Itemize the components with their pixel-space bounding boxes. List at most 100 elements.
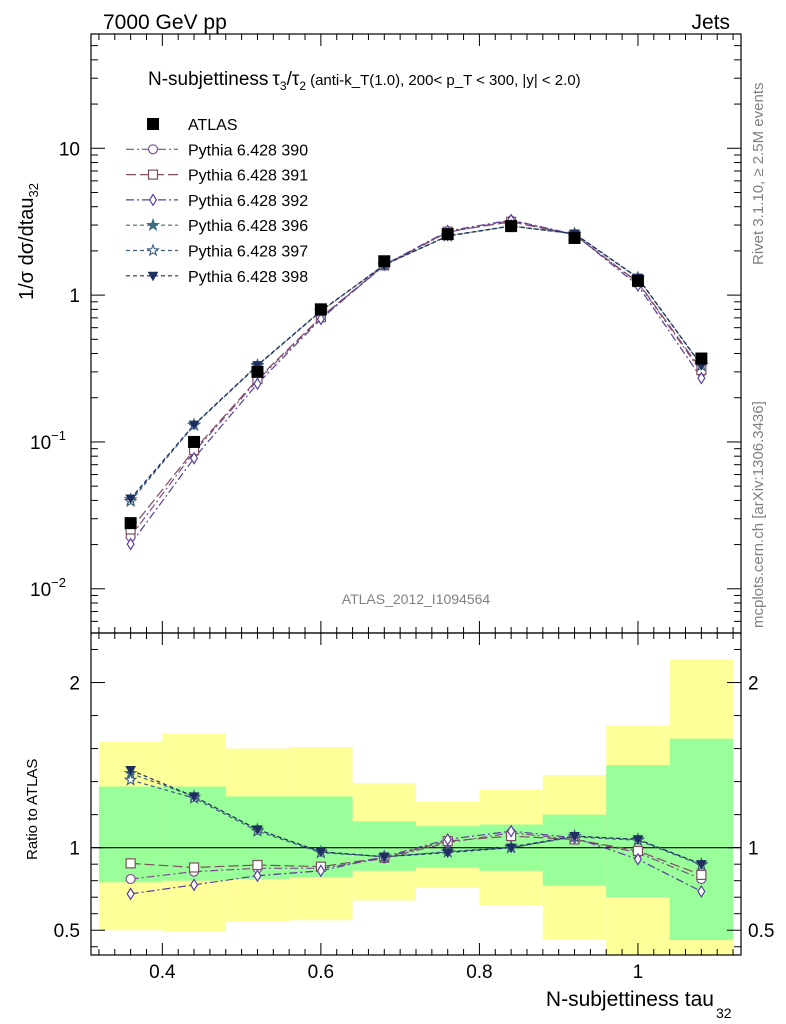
y-tick-label-0: 10−2	[30, 575, 66, 601]
series-1-ratio-point-0	[125, 858, 136, 869]
y-tick-label-2: 1	[69, 286, 80, 307]
legend-label-4: Pythia 6.428 397	[188, 244, 308, 261]
legend-entry-0: Pythia 6.428 390	[126, 142, 308, 159]
legend-label-1: Pythia 6.428 391	[188, 168, 308, 185]
series-2-ratio-point-6	[507, 824, 516, 838]
series-2-point-1	[189, 451, 199, 465]
legend-entry-5: Pythia 6.428 398	[126, 269, 308, 286]
x-tick-label-0.6: 0.6	[308, 962, 334, 983]
legend-marker-1	[147, 169, 159, 180]
ratio-tick-label-left-2: 2	[69, 674, 80, 695]
series-2-point-9	[697, 371, 706, 385]
series-line-main-4	[130, 225, 702, 502]
x-tick-label-0.4: 0.4	[149, 962, 176, 983]
y-axis-label: 1/σ dσ/dtau32	[16, 183, 41, 300]
mc-series-lines	[130, 219, 702, 895]
series-2-point-3	[316, 312, 325, 326]
x-tick-label-1: 1	[633, 962, 644, 983]
y-tick-label-3: 10	[59, 139, 80, 160]
atlas-point-1	[188, 435, 201, 448]
legend-entry-4: Pythia 6.428 397	[126, 243, 308, 261]
x-axis-label-sub: 32	[716, 1005, 732, 1021]
tick-labels: 0.4 0.6 0.8 1 10−2 10−1 1 10 0.5 0.5 1 1 2 2	[30, 139, 774, 983]
ratio-tick-label-right-1: 1	[748, 839, 759, 860]
series-5-point-1	[188, 420, 200, 431]
legend-marker-0	[147, 144, 159, 155]
plot-subtitle: (anti-k_T(1.0), 200< p_T < 300, |y| < 2.…	[310, 72, 581, 89]
series-line-main-3	[130, 225, 702, 500]
series-5-ratio-point-2	[252, 825, 263, 836]
series-5-ratio-point-6	[505, 843, 517, 854]
y-tick-label-1: 10−1	[30, 428, 66, 454]
legend-marker-2	[148, 193, 158, 207]
ratio-tick-label-left-0.5: 0.5	[54, 921, 80, 942]
atlas-point-3	[314, 303, 327, 316]
series-line-ratio-4	[130, 779, 702, 866]
series-0-ratio-point-0	[125, 873, 136, 885]
series-1-ratio-point-1	[188, 862, 200, 873]
rivet-label: Rivet 3.1.10, ≥ 2.5M events	[750, 83, 767, 266]
series-2-ratio-point-9	[697, 884, 706, 898]
uncertainty-bands	[98, 659, 734, 955]
ratio-tick-label-right-0.5: 0.5	[748, 921, 774, 942]
legend-label-3: Pythia 6.428 396	[188, 218, 308, 235]
legend-label-2: Pythia 6.428 392	[188, 193, 308, 210]
atlas-point-4	[378, 255, 391, 268]
x-axis-label: N-subjettiness tau	[546, 988, 714, 1011]
series-2-point-0	[126, 537, 135, 551]
series-5-point-2	[252, 361, 263, 371]
inner-band-9	[669, 738, 734, 941]
series-2-ratio-point-0	[126, 887, 135, 901]
legend-atlas-label: ATLAS	[188, 117, 238, 134]
series-5-ratio-point-3	[315, 847, 327, 858]
legend: ATLAS Pythia 6.428 390 Pythia 6.428 391 Pyt…	[126, 117, 308, 286]
legend-label-5: Pythia 6.428 398	[188, 269, 308, 286]
atlas-point-5	[441, 228, 454, 241]
atlas-point-7	[568, 231, 581, 244]
series-4-ratio-point-0	[123, 772, 138, 786]
series-line-main-5	[130, 225, 702, 499]
ratio-tick-label-left-1: 1	[69, 839, 80, 860]
series-5-point-0	[125, 494, 136, 505]
series-5-ratio-point-7	[569, 832, 580, 842]
series-line-main-1	[130, 221, 702, 530]
series-5-ratio-point-1	[188, 792, 200, 803]
legend-marker-3	[146, 217, 160, 232]
series-2-point-2	[253, 377, 262, 391]
series-line-ratio-2	[130, 830, 702, 895]
ratio-y-axis-label: Ratio to ATLAS	[24, 759, 41, 860]
x-tick-label-0.8: 0.8	[466, 962, 492, 983]
series-2-ratio-point-1	[189, 878, 199, 892]
series-line-main-2	[130, 219, 702, 545]
series-1-ratio-point-9	[696, 869, 707, 881]
plot-title: N-subjettiness τ3/τ2 (anti-k_T(1.0), 200< …	[148, 69, 581, 93]
series-2-ratio-point-2	[253, 869, 262, 883]
atlas-point-6	[505, 220, 518, 233]
category-label: Jets	[691, 11, 730, 34]
frame-and-ticks	[90, 33, 742, 956]
atlas-point-9	[695, 352, 708, 365]
series-line-ratio-1	[130, 835, 702, 876]
data-markers	[123, 213, 709, 901]
plot-title-main: N-subjettiness	[148, 69, 268, 90]
series-5-ratio-point-0	[125, 765, 136, 776]
legend-entry-atlas: ATLAS	[147, 117, 238, 134]
series-5-ratio-point-9	[696, 860, 707, 870]
legend-label-0: Pythia 6.428 390	[188, 142, 308, 159]
legend-marker-5	[147, 271, 159, 282]
series-line-ratio-0	[130, 832, 702, 880]
series-line-ratio-5	[130, 769, 702, 865]
ratio-tick-label-right-2: 2	[748, 674, 759, 695]
atlas-point-0	[124, 517, 137, 530]
inner-band-8	[606, 765, 670, 898]
atlas-point-2	[251, 365, 264, 378]
series-2-ratio-point-3	[316, 864, 325, 878]
inner-band-7	[542, 814, 607, 886]
series-2-ratio-point-8	[633, 852, 643, 866]
series-1-ratio-point-2	[252, 859, 263, 871]
legend-entry-2: Pythia 6.428 392	[126, 193, 308, 210]
series-5-ratio-point-8	[632, 835, 644, 845]
legend-marker-4	[146, 243, 160, 257]
legend-atlas-marker	[147, 118, 159, 130]
